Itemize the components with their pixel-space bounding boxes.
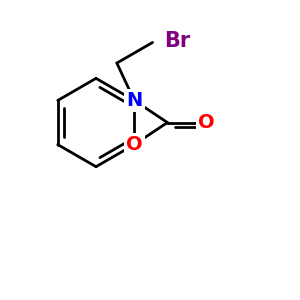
Text: N: N — [126, 91, 142, 110]
Text: O: O — [198, 113, 215, 132]
Text: O: O — [126, 135, 142, 154]
Text: Br: Br — [164, 31, 190, 50]
